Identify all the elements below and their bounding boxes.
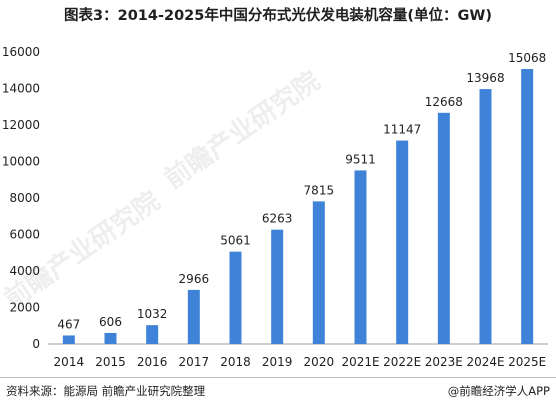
y-tick-label: 4000 — [9, 264, 40, 278]
y-tick-label: 0 — [32, 337, 40, 351]
bar-chart: 0 2000 4000 6000 8000 10000 12000 14000 16000 467… — [2, 45, 548, 369]
data-label-2024E: 13968 — [466, 71, 504, 85]
x-tick-label-2021E: 2021E — [341, 355, 379, 369]
data-label-2025E: 15068 — [508, 51, 546, 65]
source-note: 资料来源：能源局 前瞻产业研究院整理 — [6, 384, 206, 398]
bar-2019 — [271, 229, 284, 344]
bar-2022E — [396, 140, 409, 344]
x-tick-label-2024E: 2024E — [466, 355, 504, 369]
footer-divider — [0, 377, 556, 378]
y-tick-label: 12000 — [2, 118, 40, 132]
chart-title: 图表3：2014-2025年中国分布式光伏发电装机容量(单位：GW) — [64, 8, 492, 24]
x-tick-label-2016: 2016 — [137, 355, 168, 369]
data-label-2018: 5061 — [220, 234, 251, 248]
data-label-2022E: 11147 — [383, 123, 421, 137]
bar-2016 — [146, 325, 159, 344]
y-tick-label: 14000 — [2, 82, 40, 96]
x-tick-label-2023E: 2023E — [425, 355, 463, 369]
bar-2018 — [229, 251, 242, 344]
bar-2017 — [187, 289, 200, 344]
data-label-2021E: 9511 — [345, 152, 376, 166]
data-label-2014: 467 — [57, 317, 80, 331]
x-tick-label-2019: 2019 — [262, 355, 293, 369]
data-label-2020: 7815 — [304, 183, 335, 197]
bar-2021E — [354, 170, 367, 344]
x-tick-label-2014: 2014 — [54, 355, 85, 369]
x-tick-label-2020: 2020 — [304, 355, 335, 369]
bar-2020 — [312, 201, 325, 344]
y-tick-label: 2000 — [9, 301, 40, 315]
x-tick-label-2025E: 2025E — [508, 355, 546, 369]
bar-2015 — [104, 332, 117, 344]
data-label-2015: 606 — [99, 315, 122, 329]
x-tick-label-2022E: 2022E — [383, 355, 421, 369]
y-tick-label: 8000 — [9, 191, 40, 205]
data-label-2016: 1032 — [137, 307, 168, 321]
y-tick-label: 10000 — [2, 155, 40, 169]
x-tick-label-2018: 2018 — [220, 355, 251, 369]
bar-2024E — [479, 89, 492, 344]
data-label-2019: 6263 — [262, 212, 293, 226]
x-tick-label-2015: 2015 — [95, 355, 126, 369]
y-tick-label: 16000 — [2, 45, 40, 59]
bar-2014 — [62, 335, 75, 344]
bar-2025E — [521, 69, 534, 344]
brand-credit: @前瞻经济学人APP — [447, 384, 550, 398]
y-tick-label: 6000 — [9, 228, 40, 242]
x-tick-label-2017: 2017 — [179, 355, 210, 369]
bar-2023E — [437, 112, 450, 345]
data-label-2017: 2966 — [179, 272, 210, 286]
data-label-2023E: 12668 — [425, 95, 463, 109]
